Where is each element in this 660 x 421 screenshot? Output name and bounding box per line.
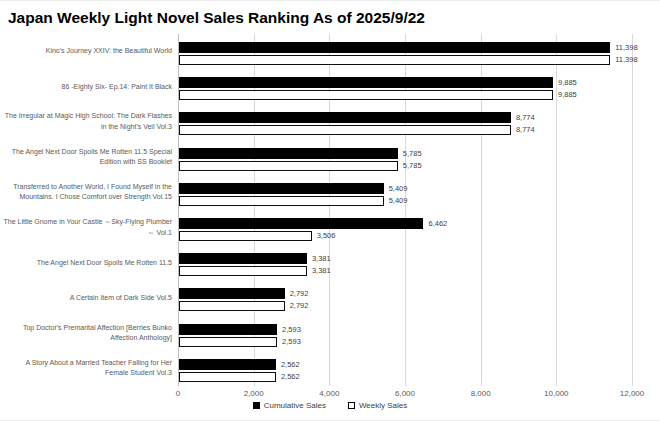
chart-title: Japan Weekly Light Novel Sales Ranking A… bbox=[8, 9, 425, 27]
cumulative-sales-bar bbox=[179, 288, 285, 299]
weekly-value-label: 8,774 bbox=[516, 125, 535, 135]
weekly-sales-bar bbox=[179, 301, 285, 311]
weekly-sales-bar bbox=[179, 372, 276, 382]
category-label: The Little Gnome in Your Castle ～Sky-Fly… bbox=[2, 210, 172, 245]
weekly-value-label: 2,593 bbox=[282, 337, 301, 347]
chart-row: The Irregular at Magic High School: The … bbox=[0, 104, 660, 139]
weekly-sales-bar bbox=[179, 125, 511, 135]
legend-label: Cumulative Sales bbox=[264, 401, 326, 410]
weekly-sales-bar bbox=[179, 90, 553, 100]
weekly-sales-bar bbox=[179, 55, 610, 65]
x-tick-label: 6,000 bbox=[395, 389, 415, 398]
cumulative-value-label: 2,792 bbox=[290, 288, 309, 299]
cumulative-sales-bar bbox=[179, 42, 610, 53]
chart-frame: Japan Weekly Light Novel Sales Ranking A… bbox=[0, 0, 660, 421]
cumulative-value-label: 9,885 bbox=[558, 77, 577, 88]
x-tick-label: 2,000 bbox=[244, 389, 264, 398]
x-axis: 0 2,000 4,000 6,000 8,000 10,000 12,000 bbox=[0, 389, 660, 401]
category-label: Transferred to Another World, I Found My… bbox=[2, 175, 172, 210]
weekly-value-label: 5,409 bbox=[389, 196, 408, 206]
chart-row: Top Doctor's Premarital Affection [Berri… bbox=[0, 316, 660, 351]
weekly-value-label: 2,792 bbox=[290, 301, 309, 311]
weekly-value-label: 9,885 bbox=[558, 90, 577, 100]
cumulative-sales-bar bbox=[179, 359, 276, 370]
weekly-sales-bar bbox=[179, 266, 307, 276]
cumulative-value-label: 5,409 bbox=[389, 183, 408, 194]
chart-row: Transferred to Another World, I Found My… bbox=[0, 175, 660, 210]
chart-row: A Story About a Married Teacher Falling … bbox=[0, 351, 660, 386]
category-label: The Angel Next Door Spoils Me Rotten 11.… bbox=[2, 140, 172, 175]
x-tick-label: 4,000 bbox=[319, 389, 339, 398]
cumulative-value-label: 2,562 bbox=[281, 359, 300, 370]
plot-area: Kino's Journey XXIV: the Beautiful World… bbox=[0, 34, 660, 386]
chart-row: The Little Gnome in Your Castle ～Sky-Fly… bbox=[0, 210, 660, 245]
legend-item: Cumulative Sales bbox=[253, 401, 326, 410]
cumulative-value-label: 3,381 bbox=[312, 253, 331, 264]
category-label: Top Doctor's Premarital Affection [Berri… bbox=[2, 316, 172, 351]
weekly-sales-swatch-icon bbox=[348, 402, 355, 409]
x-tick-label: 8,000 bbox=[471, 389, 491, 398]
cumulative-value-label: 2,593 bbox=[282, 324, 301, 335]
category-label: The Angel Next Door Spoils Me Rotten 11.… bbox=[2, 245, 172, 280]
category-label: Kino's Journey XXIV: the Beautiful World bbox=[2, 34, 172, 69]
cumulative-sales-bar bbox=[179, 253, 307, 264]
x-tick-label: 12,000 bbox=[620, 389, 644, 398]
legend-label: Weekly Sales bbox=[359, 401, 407, 410]
cumulative-value-label: 11,398 bbox=[615, 42, 637, 53]
cumulative-sales-bar bbox=[179, 148, 398, 159]
category-label: The Irregular at Magic High School: The … bbox=[2, 104, 172, 139]
cumulative-sales-bar bbox=[179, 324, 277, 335]
chart-row: The Angel Next Door Spoils Me Rotten 11.… bbox=[0, 140, 660, 175]
chart-row: Kino's Journey XXIV: the Beautiful World… bbox=[0, 34, 660, 69]
x-tick-label: 0 bbox=[176, 389, 180, 398]
cumulative-sales-bar bbox=[179, 77, 553, 88]
weekly-sales-bar bbox=[179, 231, 312, 241]
cumulative-sales-bar bbox=[179, 183, 384, 194]
category-label: A Certain Item of Dark Side Vol.5 bbox=[2, 280, 172, 315]
chart-legend: Cumulative Sales Weekly Sales bbox=[0, 401, 660, 410]
x-tick-label: 10,000 bbox=[544, 389, 568, 398]
weekly-value-label: 5,785 bbox=[403, 161, 422, 171]
category-label: A Story About a Married Teacher Falling … bbox=[2, 351, 172, 386]
weekly-sales-bar bbox=[179, 196, 384, 206]
chart-row: A Certain Item of Dark Side Vol.5 2,792 2,… bbox=[0, 280, 660, 315]
category-label: 86 -Eighty Six- Ep.14: Paint It Black bbox=[2, 69, 172, 104]
weekly-value-label: 3,506 bbox=[317, 231, 336, 241]
weekly-value-label: 11,398 bbox=[615, 55, 637, 65]
weekly-value-label: 2,562 bbox=[281, 372, 300, 382]
weekly-sales-bar bbox=[179, 161, 398, 171]
cumulative-sales-bar bbox=[179, 218, 423, 229]
weekly-value-label: 3,381 bbox=[312, 266, 331, 276]
cumulative-sales-swatch-icon bbox=[253, 402, 260, 409]
cumulative-value-label: 5,785 bbox=[403, 148, 422, 159]
weekly-sales-bar bbox=[179, 337, 277, 347]
legend-item: Weekly Sales bbox=[348, 401, 407, 410]
chart-row: The Angel Next Door Spoils Me Rotten 11.… bbox=[0, 245, 660, 280]
chart-row: 86 -Eighty Six- Ep.14: Paint It Black 9,8… bbox=[0, 69, 660, 104]
cumulative-value-label: 6,462 bbox=[428, 218, 447, 229]
cumulative-sales-bar bbox=[179, 112, 511, 123]
cumulative-value-label: 8,774 bbox=[516, 112, 535, 123]
